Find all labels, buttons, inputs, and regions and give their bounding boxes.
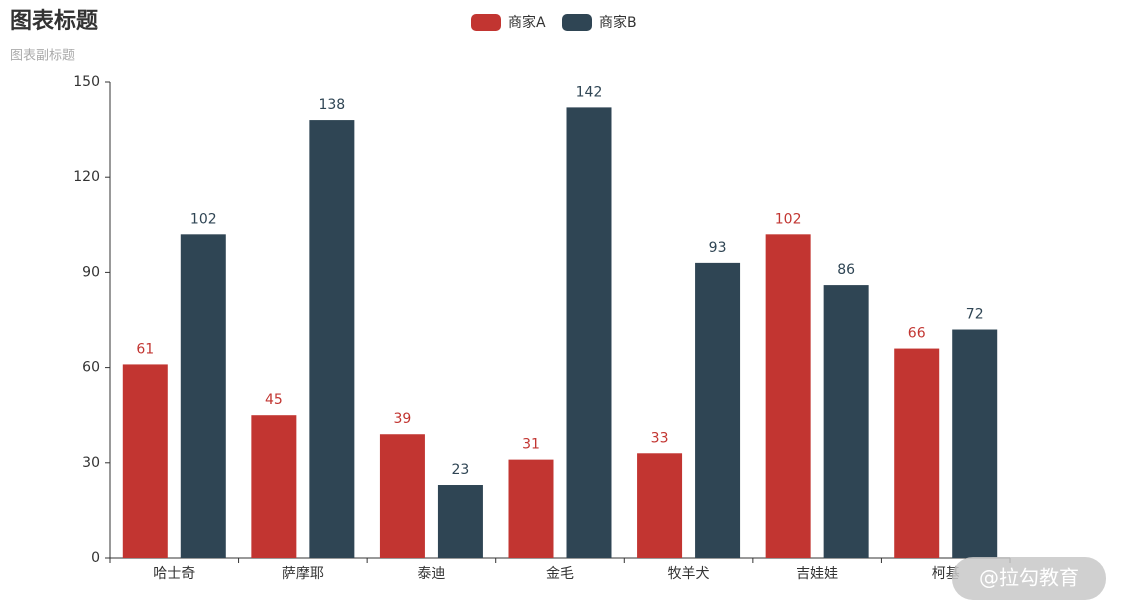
data-label: 142	[576, 84, 603, 100]
bar	[251, 415, 297, 558]
x-tick-label: 牧羊犬	[668, 566, 710, 582]
legend-label: 商家B	[599, 14, 637, 31]
x-tick-label: 金毛	[546, 566, 574, 582]
bar	[180, 234, 226, 558]
chart-title: 图表标题	[10, 8, 99, 34]
data-label: 102	[775, 211, 802, 227]
x-tick-label: 萨摩耶	[282, 565, 324, 582]
bar	[566, 107, 612, 559]
x-tick-label: 吉娃娃	[796, 566, 838, 582]
data-label: 33	[651, 430, 669, 446]
watermark: @拉勾教育	[979, 566, 1079, 590]
bar	[823, 285, 869, 558]
y-tick-label: 0	[91, 550, 100, 566]
data-label: 66	[908, 326, 926, 342]
watermark-bg	[952, 557, 1106, 600]
data-label: 45	[265, 392, 283, 408]
y-tick-label: 60	[82, 360, 100, 376]
x-tick-label: 哈士奇	[153, 565, 195, 582]
bar	[952, 329, 998, 558]
data-label: 72	[966, 307, 984, 323]
data-label: 86	[837, 262, 855, 278]
bar	[122, 364, 168, 558]
y-tick-label: 120	[73, 169, 100, 185]
x-tick-label: 泰迪	[417, 566, 445, 582]
data-label: 23	[452, 462, 470, 478]
data-label: 61	[136, 341, 154, 357]
y-tick-label: 30	[82, 455, 100, 471]
bar	[379, 434, 425, 558]
legend-swatch	[471, 14, 501, 31]
chart-subtitle: 图表副标题	[10, 49, 75, 64]
bar	[765, 234, 811, 558]
data-label: 102	[190, 211, 217, 227]
legend-label: 商家A	[508, 14, 546, 31]
bar	[637, 453, 683, 558]
data-label: 138	[318, 97, 345, 113]
bar	[309, 120, 355, 558]
bar	[437, 485, 483, 558]
legend-swatch	[562, 14, 592, 31]
bar	[894, 348, 940, 558]
data-label: 93	[709, 240, 727, 256]
data-label: 31	[522, 437, 540, 453]
bar	[508, 459, 554, 558]
y-tick-label: 150	[73, 74, 100, 90]
bar	[695, 262, 741, 558]
y-tick-label: 90	[82, 264, 100, 280]
data-label: 39	[394, 411, 412, 427]
